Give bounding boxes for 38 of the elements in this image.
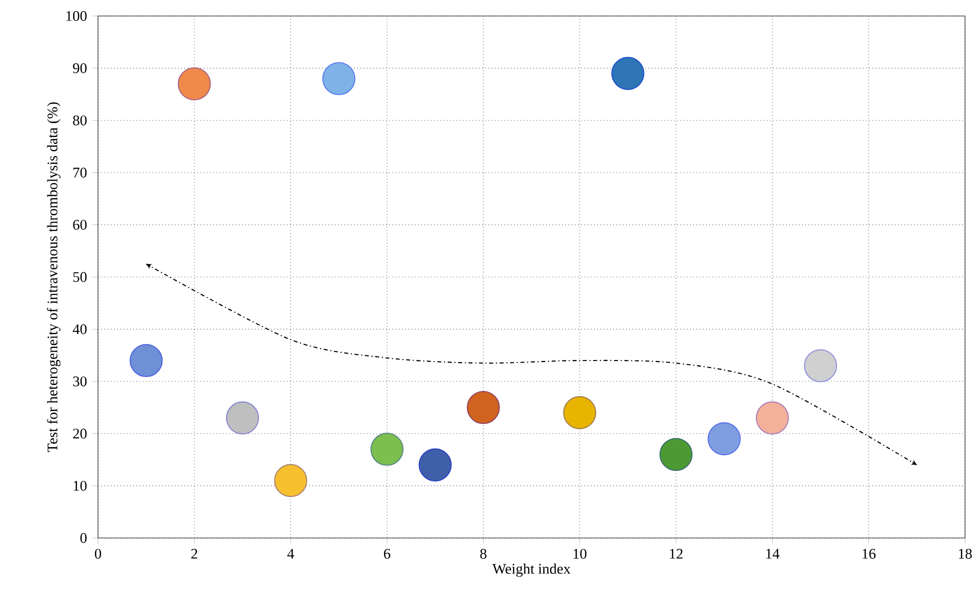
point — [226, 401, 260, 434]
x-axis-title: Weight index — [492, 563, 570, 577]
y-tick-label: 0 — [80, 533, 87, 543]
x-tick-label: 14 — [766, 548, 780, 559]
x-tick-label: 12 — [670, 548, 683, 559]
x-tick-label: 6 — [384, 548, 390, 559]
point — [756, 401, 789, 434]
x-tick-label: 18 — [958, 548, 972, 559]
point — [466, 390, 500, 424]
point — [274, 464, 308, 498]
y-axis-title: Test for heterogeneity of intravenous thrombolysis data (%) — [46, 102, 60, 452]
point — [708, 422, 741, 456]
y-tick-label: 40 — [72, 324, 87, 334]
x-tick-label: 16 — [862, 548, 876, 559]
point — [130, 344, 163, 378]
x-tick-label: 8 — [480, 548, 486, 559]
x-tick-label: 0 — [94, 548, 102, 559]
y-tick-label: 50 — [73, 272, 87, 282]
y-tick-label: 10 — [74, 480, 87, 491]
point — [322, 62, 356, 96]
point — [178, 67, 211, 100]
point — [659, 438, 693, 472]
point — [418, 448, 452, 482]
y-tick-label: 90 — [72, 63, 87, 74]
y-tick-label: 60 — [73, 220, 87, 230]
point — [563, 396, 596, 430]
x-tick-label: 4 — [287, 548, 294, 558]
y-tick-label: 30 — [73, 376, 87, 386]
point — [611, 56, 644, 90]
y-tick-label: 100 — [66, 11, 87, 21]
line-series — [146, 263, 918, 466]
y-tick-label: 70 — [73, 168, 87, 178]
y-tick-label: 80 — [73, 115, 87, 126]
point — [804, 349, 838, 382]
x-tick-label: 10 — [574, 548, 586, 559]
point — [370, 432, 404, 466]
x-tick-label: 2 — [191, 548, 198, 559]
y-tick-label: 20 — [73, 428, 87, 439]
